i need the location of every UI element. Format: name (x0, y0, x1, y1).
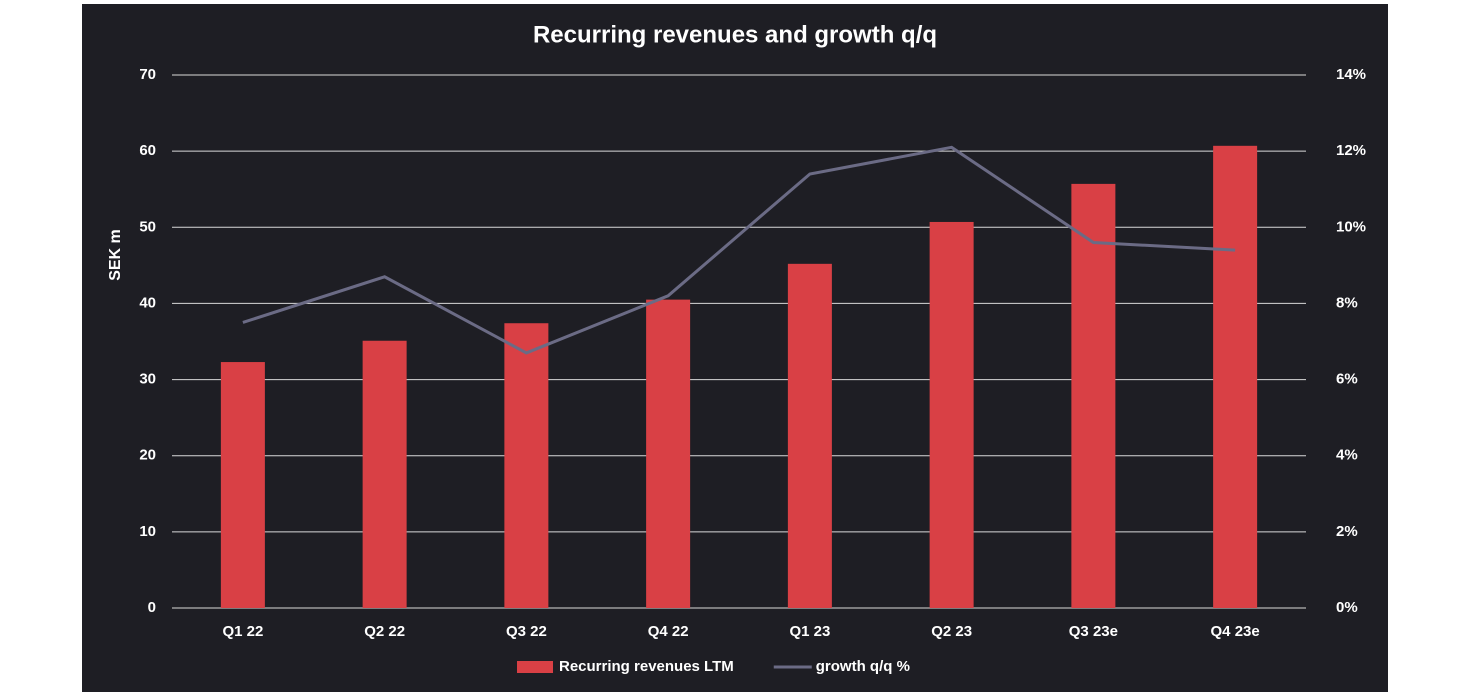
y2-tick-label: 12% (1336, 142, 1366, 159)
bar (1071, 183, 1116, 609)
y-tick-label: 50 (139, 218, 156, 235)
line (242, 145, 1236, 355)
y-tick-label: 70 (139, 66, 156, 83)
legend-swatch (517, 661, 553, 673)
legend-label: growth q/q % (816, 658, 910, 675)
y2-tick-label: 6% (1336, 371, 1358, 388)
bar (362, 340, 407, 608)
x-tick-label: Q4 23e (1211, 623, 1260, 640)
bar (1213, 145, 1258, 608)
y-tick-label: 10 (139, 523, 156, 540)
x-tick-label: Q3 23e (1069, 623, 1118, 640)
y-tick-label: 0 (148, 599, 156, 616)
y2-tick-label: 0% (1336, 599, 1358, 616)
y-axis-label: SEK m (107, 229, 124, 281)
chart-title: Recurring revenues and growth q/q (533, 21, 937, 48)
bar (787, 263, 832, 608)
x-tick-label: Q3 22 (506, 623, 547, 640)
y2-tick-label: 8% (1336, 294, 1358, 311)
y-tick-label: 20 (139, 447, 156, 464)
chart-background (82, 4, 1388, 692)
x-tick-label: Q1 22 (222, 623, 263, 640)
x-tick-label: Q2 23 (931, 623, 972, 640)
y-tick-label: 60 (139, 142, 156, 159)
bar (504, 323, 549, 608)
y2-tick-label: 4% (1336, 447, 1358, 464)
y-tick-label: 30 (139, 371, 156, 388)
bar (220, 362, 265, 608)
x-tick-label: Q1 23 (789, 623, 830, 640)
x-tick-label: Q2 22 (364, 623, 405, 640)
bar (646, 299, 691, 608)
x-tick-label: Q4 22 (648, 623, 689, 640)
bar (929, 221, 974, 608)
y-tick-label: 40 (139, 294, 156, 311)
legend-label: Recurring revenues LTM (559, 658, 734, 675)
y2-tick-label: 2% (1336, 523, 1358, 540)
y2-tick-label: 10% (1336, 218, 1366, 235)
y2-tick-label: 14% (1336, 66, 1366, 83)
